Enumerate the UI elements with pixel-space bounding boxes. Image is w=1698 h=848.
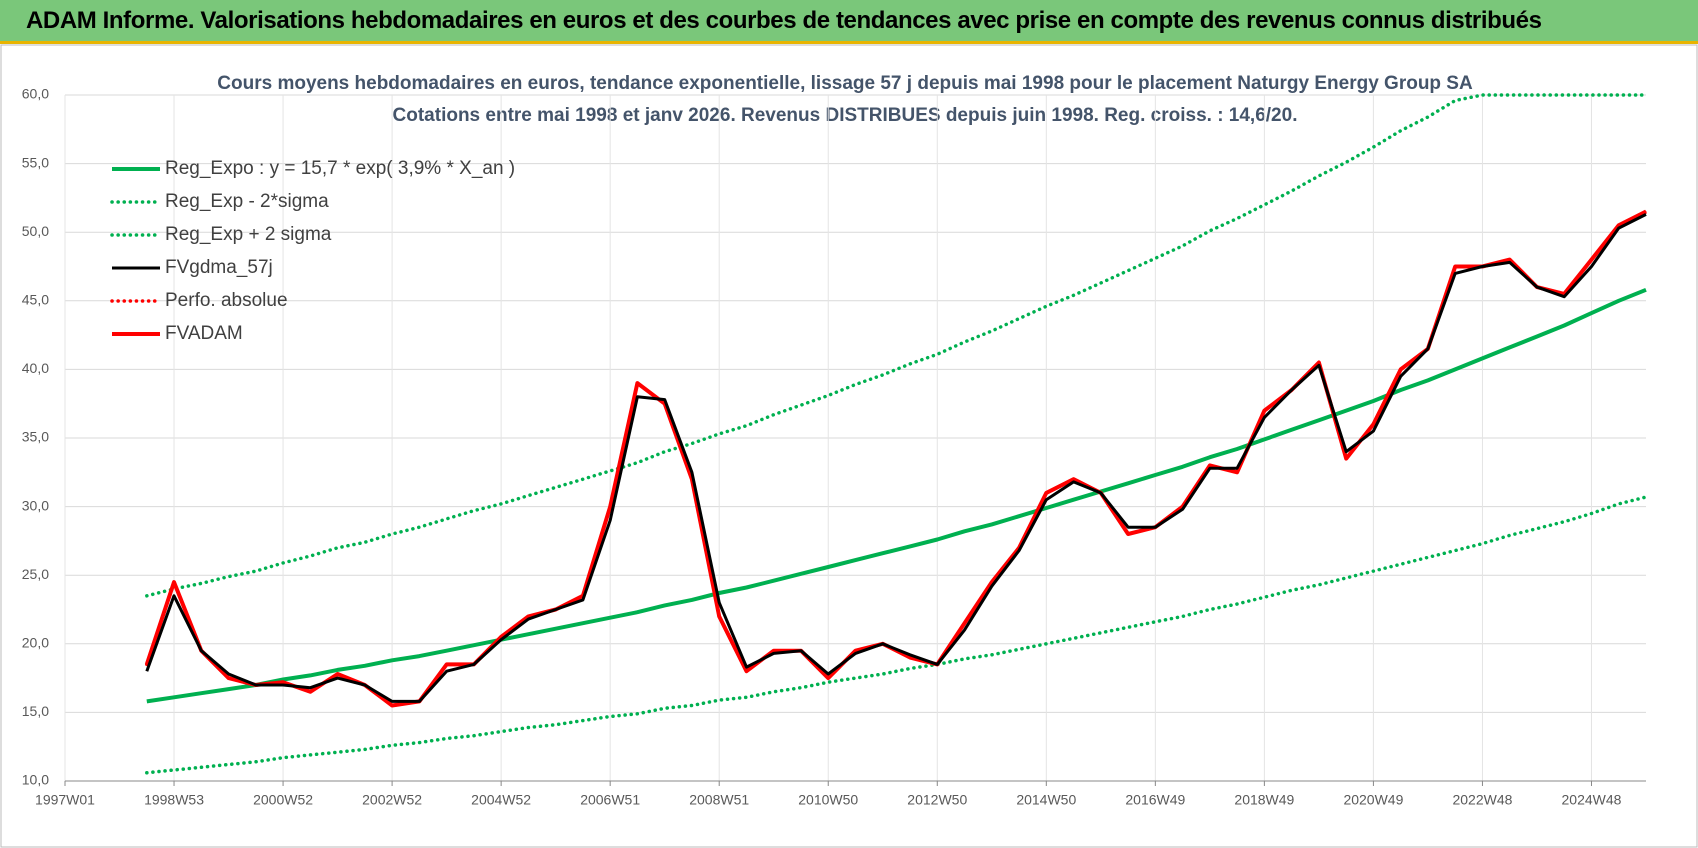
- series-line: [145, 495, 1648, 775]
- x-tick-label: 2018W49: [1234, 792, 1294, 808]
- x-tick-label: 1997W01: [35, 792, 95, 808]
- chart: Cours moyens hebdomadaires en euros, ten…: [0, 44, 1698, 848]
- x-tick-label: 2010W50: [798, 792, 858, 808]
- chart-frame: [0, 44, 1698, 848]
- y-tick-label: 15,0: [22, 703, 49, 719]
- legend-label: Perfo. absolue: [165, 290, 288, 311]
- x-tick-label: 2024W48: [1562, 792, 1622, 808]
- legend-label: Reg_Exp + 2 sigma: [165, 224, 332, 245]
- legend-label: FVgdma_57j: [165, 257, 273, 278]
- x-tick-label: 2016W49: [1125, 792, 1185, 808]
- x-tick-label: 2012W50: [907, 792, 967, 808]
- header-title: ADAM Informe. Valorisations hebdomadaire…: [26, 7, 1542, 34]
- legend-label: Reg_Expo : y = 15,7 * exp( 3,9% * X_an ): [165, 158, 515, 179]
- x-tick-label: 2002W52: [362, 792, 422, 808]
- y-tick-label: 10,0: [22, 772, 49, 788]
- series-line: [145, 213, 1647, 703]
- y-tick-label: 55,0: [22, 154, 49, 170]
- y-tick-label: 25,0: [22, 566, 49, 582]
- legend-label: Reg_Exp - 2*sigma: [165, 191, 329, 212]
- x-tick-label: 2000W52: [253, 792, 313, 808]
- legend-label: FVADAM: [165, 323, 243, 344]
- y-tick-label: 60,0: [22, 86, 49, 102]
- x-tick-label: 2004W52: [471, 792, 531, 808]
- x-tick-label: 2008W51: [689, 792, 749, 808]
- y-tick-label: 20,0: [22, 635, 49, 651]
- x-tick-label: 2022W48: [1452, 792, 1512, 808]
- y-tick-label: 35,0: [22, 429, 49, 445]
- x-tick-label: 1998W53: [144, 792, 204, 808]
- y-tick-label: 45,0: [22, 292, 49, 308]
- y-tick-label: 50,0: [22, 223, 49, 239]
- x-tick-label: 2020W49: [1343, 792, 1403, 808]
- chart-title: Cours moyens hebdomadaires en euros, ten…: [217, 73, 1473, 94]
- x-tick-label: 2014W50: [1016, 792, 1076, 808]
- header-bar: ADAM Informe. Valorisations hebdomadaire…: [0, 0, 1698, 44]
- y-tick-label: 30,0: [22, 497, 49, 513]
- x-tick-label: 2006W51: [580, 792, 640, 808]
- chart-subtitle: Cotations entre mai 1998 et janv 2026. R…: [393, 105, 1298, 126]
- y-tick-label: 40,0: [22, 360, 49, 376]
- series-line: [145, 93, 1648, 598]
- series-line: [146, 287, 1647, 704]
